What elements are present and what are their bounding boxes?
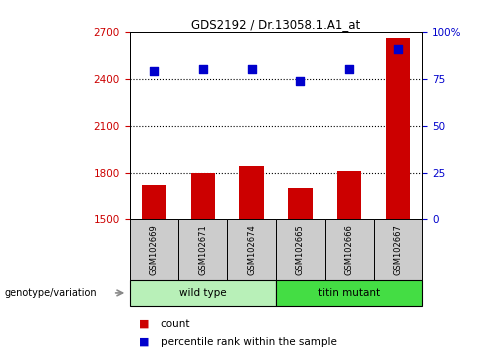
Text: GSM102666: GSM102666 xyxy=(345,224,354,275)
Text: percentile rank within the sample: percentile rank within the sample xyxy=(161,337,336,347)
Point xyxy=(394,46,402,52)
Text: titin mutant: titin mutant xyxy=(318,288,380,298)
Text: wild type: wild type xyxy=(179,288,227,298)
Bar xyxy=(240,166,264,219)
Point xyxy=(345,67,353,72)
Point xyxy=(150,68,158,74)
Text: ■: ■ xyxy=(139,337,153,347)
Bar xyxy=(337,171,361,219)
Bar xyxy=(142,185,166,219)
Text: count: count xyxy=(161,319,190,329)
Point xyxy=(248,67,255,72)
Point xyxy=(297,78,304,84)
Title: GDS2192 / Dr.13058.1.A1_at: GDS2192 / Dr.13058.1.A1_at xyxy=(192,18,360,31)
Text: GSM102671: GSM102671 xyxy=(198,224,207,275)
Bar xyxy=(191,172,215,219)
Text: GSM102669: GSM102669 xyxy=(149,224,158,275)
Bar xyxy=(386,38,410,219)
Text: genotype/variation: genotype/variation xyxy=(5,288,97,298)
Text: GSM102667: GSM102667 xyxy=(394,224,403,275)
Bar xyxy=(288,188,312,219)
Text: GSM102674: GSM102674 xyxy=(247,224,256,275)
Text: GSM102665: GSM102665 xyxy=(296,224,305,275)
Point xyxy=(199,67,207,72)
Text: ■: ■ xyxy=(139,319,153,329)
